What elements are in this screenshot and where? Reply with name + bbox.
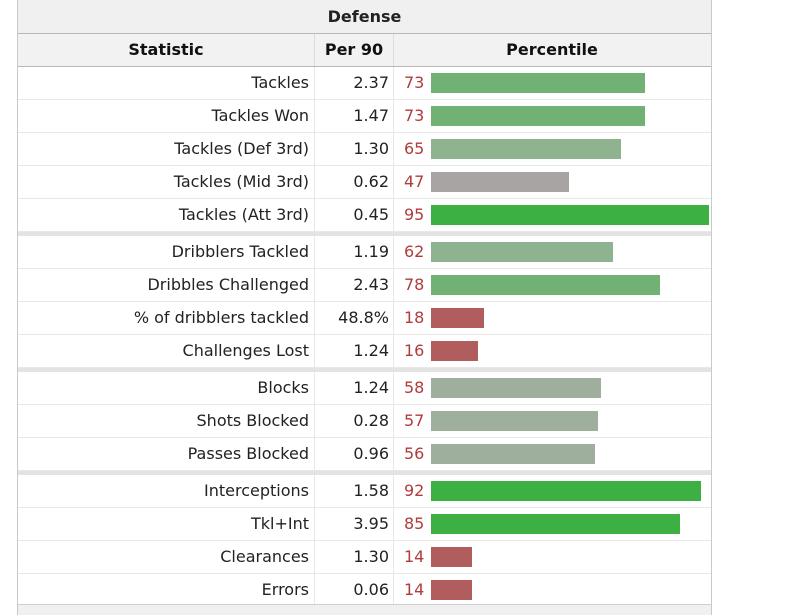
percentile-bar — [431, 139, 621, 159]
stat-name[interactable]: Tackles (Att 3rd) — [178, 205, 309, 224]
percentile-value: 92 — [404, 481, 425, 500]
table-row: Blocks 1.24 58 — [18, 372, 711, 405]
per90-value: 1.24 — [314, 335, 394, 367]
percentile-bar — [431, 106, 645, 126]
stat-name[interactable]: Challenges Lost — [182, 341, 309, 360]
percentile-bar — [431, 242, 613, 262]
table-footer — [18, 604, 711, 615]
per90-value: 1.30 — [314, 541, 394, 573]
percentile-bar — [431, 580, 472, 600]
percentile-bar — [431, 547, 472, 567]
stat-name[interactable]: % of dribblers tackled — [133, 308, 309, 327]
per90-value: 1.19 — [314, 236, 394, 268]
table-row: Shots Blocked 0.28 57 — [18, 405, 711, 438]
percentile-bar — [431, 444, 595, 464]
percentile-value: 85 — [404, 514, 425, 533]
group-separator — [18, 368, 711, 372]
table-row: Tackles Won 1.47 73 — [18, 100, 711, 133]
header-per90[interactable]: Per 90 — [314, 34, 394, 66]
stat-name[interactable]: Tackles (Mid 3rd) — [173, 172, 309, 191]
table-row: Errors 0.06 14 — [18, 574, 711, 607]
percentile-value: 73 — [404, 106, 425, 125]
per90-value: 0.28 — [314, 405, 394, 437]
table-caption: Defense — [18, 0, 711, 33]
stat-name[interactable]: Tackles (Def 3rd) — [174, 139, 309, 158]
table-row: Dribbles Challenged 2.43 78 — [18, 269, 711, 302]
per90-value: 1.30 — [314, 133, 394, 165]
table-row: Tackles (Att 3rd) 0.45 95 — [18, 199, 711, 232]
per90-value: 48.8% — [314, 302, 394, 334]
stat-name[interactable]: Errors — [261, 580, 309, 599]
percentile-value: 65 — [404, 139, 425, 158]
per90-value: 2.37 — [314, 67, 394, 99]
table-row: Clearances 1.30 14 — [18, 541, 711, 574]
percentile-value: 14 — [404, 580, 425, 599]
table-row: Dribblers Tackled 1.19 62 — [18, 236, 711, 269]
defense-table: Defense Statistic Per 90 Percentile Tack… — [17, 0, 712, 615]
percentile-bar — [431, 172, 569, 192]
percentile-bar — [431, 341, 478, 361]
percentile-bar — [431, 514, 680, 534]
group-separator — [18, 232, 711, 236]
stat-name[interactable]: Shots Blocked — [196, 411, 309, 430]
table-row: Passes Blocked 0.96 56 — [18, 438, 711, 471]
table-row: Tackles (Mid 3rd) 0.62 47 — [18, 166, 711, 199]
group-separator — [18, 471, 711, 475]
percentile-value: 56 — [404, 444, 425, 463]
table-row: % of dribblers tackled 48.8% 18 — [18, 302, 711, 335]
header-percentile[interactable]: Percentile — [506, 40, 598, 59]
per90-value: 1.47 — [314, 100, 394, 132]
table-row: Tackles 2.37 73 — [18, 67, 711, 100]
per90-value: 0.45 — [314, 199, 394, 231]
percentile-value: 95 — [404, 205, 425, 224]
stat-name[interactable]: Clearances — [220, 547, 309, 566]
percentile-value: 47 — [404, 172, 425, 191]
per90-value: 1.24 — [314, 372, 394, 404]
percentile-bar — [431, 308, 484, 328]
table-row: Interceptions 1.58 92 — [18, 475, 711, 508]
table-header: Statistic Per 90 Percentile — [18, 33, 711, 67]
stat-name[interactable]: Interceptions — [204, 481, 309, 500]
stat-name[interactable]: Tackles Won — [211, 106, 309, 125]
stat-name[interactable]: Dribblers Tackled — [171, 242, 309, 261]
per90-value: 3.95 — [314, 508, 394, 540]
table-row: Challenges Lost 1.24 16 — [18, 335, 711, 368]
per90-value: 0.06 — [314, 574, 394, 606]
percentile-value: 14 — [404, 547, 425, 566]
percentile-value: 57 — [404, 411, 425, 430]
per90-value: 0.96 — [314, 438, 394, 470]
stat-name[interactable]: Tkl+Int — [250, 514, 309, 533]
percentile-bar — [431, 275, 660, 295]
stat-name[interactable]: Passes Blocked — [187, 444, 309, 463]
table-row: Tkl+Int 3.95 85 — [18, 508, 711, 541]
percentile-value: 73 — [404, 73, 425, 92]
stat-name[interactable]: Tackles — [251, 73, 309, 92]
percentile-value: 62 — [404, 242, 425, 261]
percentile-bar — [431, 73, 645, 93]
percentile-bar — [431, 411, 598, 431]
table-row: Tackles (Def 3rd) 1.30 65 — [18, 133, 711, 166]
stat-name[interactable]: Blocks — [257, 378, 309, 397]
per90-value: 2.43 — [314, 269, 394, 301]
percentile-value: 18 — [404, 308, 425, 327]
stat-name[interactable]: Dribbles Challenged — [147, 275, 309, 294]
header-statistic[interactable]: Statistic — [128, 40, 204, 59]
percentile-value: 78 — [404, 275, 425, 294]
percentile-bar — [431, 378, 601, 398]
percentile-value: 16 — [404, 341, 425, 360]
percentile-bar — [431, 205, 709, 225]
per90-value: 1.58 — [314, 475, 394, 507]
percentile-value: 58 — [404, 378, 425, 397]
per90-value: 0.62 — [314, 166, 394, 198]
percentile-bar — [431, 481, 701, 501]
